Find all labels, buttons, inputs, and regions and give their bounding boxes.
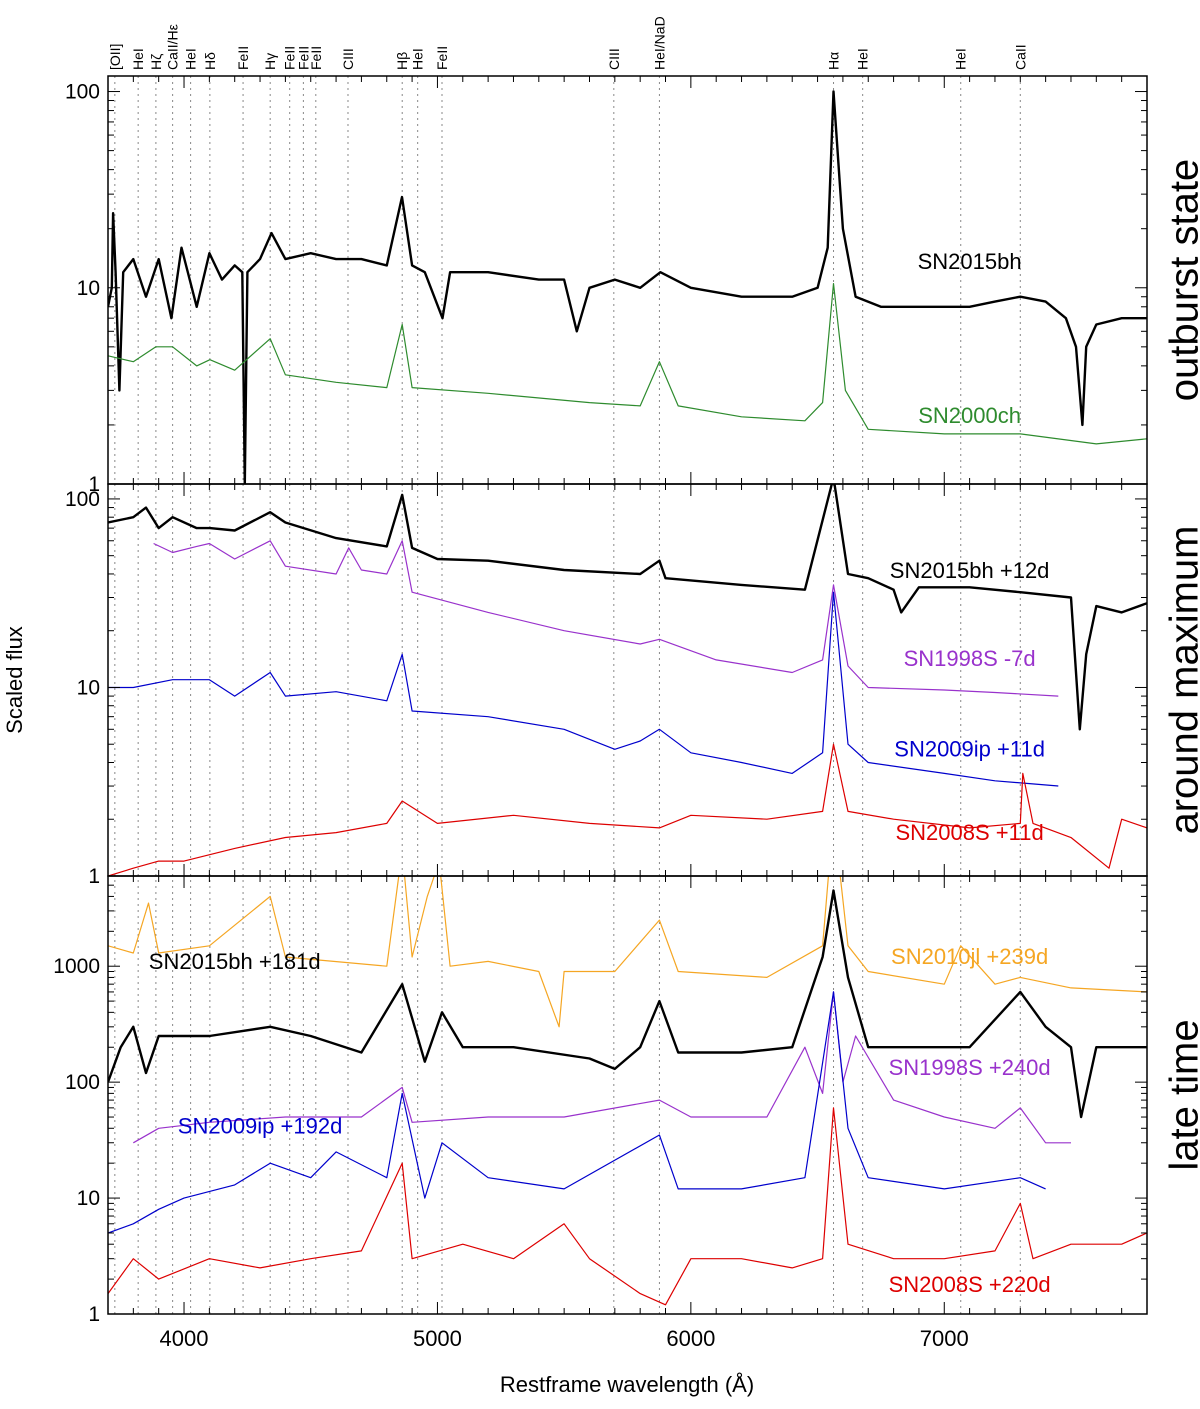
marker-label-hei-nad-16: HeI/NaD [651, 16, 667, 70]
series-label-sn2015bh-12d: SN2015bh +12d [890, 558, 1050, 583]
series-label-sn2008s-220d: SN2008S +220d [889, 1272, 1051, 1297]
x-tick-label-7000: 7000 [920, 1326, 969, 1351]
spectra-series [108, 90, 1147, 1306]
series-label-sn2008s-11d: SN2008S +11d [896, 820, 1044, 845]
series-label-sn1998s-240d: SN1998S +240d [889, 1055, 1051, 1080]
y-tick-label-0: 100 [65, 81, 100, 104]
marker-label-feii-10: FeII [308, 46, 324, 70]
y-tick-label-1: 1 [88, 865, 100, 888]
series-label-sn2015bh-181d: SN2015bh +181d [149, 949, 321, 974]
marker-label-feii-9: FeII [295, 46, 311, 70]
marker-label-h-12: Hβ [394, 52, 410, 70]
y-tick-label-0: 10 [77, 277, 100, 300]
marker-label-h-5: Hδ [202, 52, 218, 70]
panel-title-late-time: late time [1163, 1019, 1200, 1170]
panel-frame-late-time [107, 875, 1148, 1315]
marker-label-ciii-15: CIII [606, 48, 622, 70]
y-tick-label-1: 100 [65, 488, 100, 511]
series-line-sn2015bh-12d [108, 484, 1147, 731]
series-line-sn2015bh [108, 90, 1147, 484]
y-tick-label-0: 1 [88, 473, 100, 496]
series-line-sn2015bh-181d [108, 889, 1147, 1119]
marker-label-hei-13: HeI [410, 48, 426, 70]
y-tick-label-2: 1 [88, 1303, 100, 1326]
series-label-sn2010jl-239d: SN2010jl +239d [891, 944, 1048, 969]
series-label-sn2015bh: SN2015bh [918, 249, 1022, 274]
marker-label-hei-4: HeI [183, 48, 199, 70]
marker-label-hei-18: HeI [855, 48, 871, 70]
marker-label-caii-20: CaII [1012, 44, 1028, 70]
series-line-sn2008s-11d [108, 743, 1147, 876]
series-label-sn2009ip-11d: SN2009ip +11d [894, 737, 1045, 762]
series-line-sn1998s-7d [153, 540, 1059, 697]
series-line-sn2000ch [108, 283, 1147, 445]
series-line-sn2009ip-192d [108, 991, 1046, 1234]
y-axis-label: Scaled flux [2, 626, 27, 734]
panel-frames [107, 75, 1148, 1315]
y-tick-label-2: 100 [65, 1071, 100, 1094]
series-label-sn2009ip-192d: SN2009ip +192d [178, 1114, 343, 1139]
marker-label-feii-14: FeII [434, 46, 450, 70]
marker-label-h-17: Hα [826, 52, 842, 70]
marker-label-ciii-11: CIII [340, 48, 356, 70]
series-line-sn2008s-220d [108, 1107, 1147, 1306]
marker-label-h-7: Hγ [262, 53, 278, 70]
series-labels: [OII] HeI Hζ CaII/Hε HeI Hδ FeII Hγ FeIIFeIIFeII… [53, 16, 1200, 1351]
y-tick-label-2: 1000 [53, 955, 100, 978]
marker-label-h-2: Hζ [148, 54, 164, 70]
marker-label-hei-19: HeI [953, 48, 969, 70]
panel-title-outburst-state: outburst state [1163, 159, 1200, 401]
x-tick-label-5000: 5000 [413, 1326, 462, 1351]
x-axis-label: Restframe wavelength (Å) [500, 1372, 754, 1397]
marker-label-feii-6: FeII [235, 46, 251, 70]
x-tick-label-4000: 4000 [160, 1326, 209, 1351]
y-tick-label-1: 10 [77, 676, 100, 699]
marker-label-feii-8: FeII [282, 46, 298, 70]
y-tick-label-2: 10 [77, 1187, 100, 1210]
series-line-sn2009ip-11d [108, 591, 1059, 787]
x-tick-label-6000: 6000 [666, 1326, 715, 1351]
series-label-sn1998s-7d: SN1998S -7d [904, 646, 1036, 671]
marker-label-hei-1: HeI [130, 48, 146, 70]
series-line-sn1998s-240d [133, 991, 1071, 1144]
series-label-sn2000ch: SN2000ch [918, 403, 1021, 428]
marker-label-oii-0: [OII] [107, 44, 123, 70]
series-line-sn2010jl-239d [108, 876, 1147, 1028]
marker-label-caii-h-3: CaII/Hε [165, 24, 181, 70]
panel-title-around-maximum: around maximum [1163, 525, 1200, 834]
